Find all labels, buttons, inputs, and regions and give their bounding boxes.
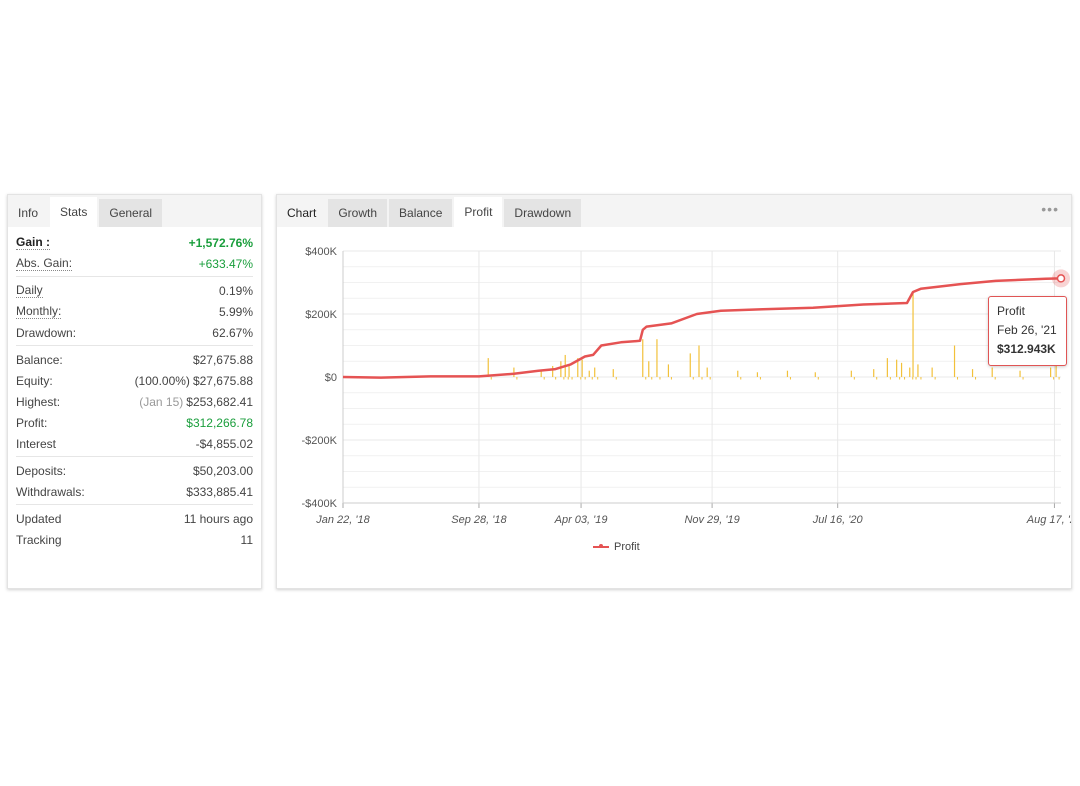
stat-value: -$4,855.02: [195, 436, 253, 451]
tab-general[interactable]: General: [99, 199, 163, 227]
stats-list: Gain : +1,572.76% Abs. Gain: +633.47% Daily 0…: [8, 227, 261, 552]
stats-group: Gain : +1,572.76% Abs. Gain: +633.47%: [16, 229, 253, 277]
stat-label: Profit:: [16, 415, 48, 430]
stat-row: Withdrawals: $333,885.41: [16, 481, 253, 502]
stat-row: Tracking 11: [16, 529, 253, 550]
stat-row: Highest: (Jan 15) $253,682.41: [16, 391, 253, 412]
stat-label: Balance:: [16, 352, 63, 367]
stats-group: Balance: $27,675.88 Equity: (100.00%) $27,67…: [16, 346, 253, 457]
stat-value: 11 hours ago: [183, 511, 253, 526]
stat-label: Deposits:: [16, 463, 67, 478]
chart-title-tab: Chart: [287, 206, 317, 220]
tab-drawdown[interactable]: Drawdown: [504, 199, 582, 227]
highlight-point: [1056, 274, 1066, 283]
stat-label: Daily: [16, 282, 43, 298]
y-tick-label: -$400K: [302, 498, 338, 510]
y-tick-label: $200K: [305, 309, 337, 321]
tab-stats[interactable]: Stats: [50, 197, 98, 227]
tab-profit[interactable]: Profit: [454, 197, 503, 227]
y-tick-label: $0: [325, 372, 337, 384]
stat-label: Highest:: [16, 394, 61, 409]
stat-row: Gain : +1,572.76%: [16, 232, 253, 253]
stat-value-wrap: +633.47%: [199, 257, 253, 271]
stat-value: +633.47%: [198, 256, 253, 271]
stat-value-wrap: $27,675.88: [193, 353, 253, 367]
more-dots-icon[interactable]: •••: [1041, 201, 1059, 217]
stat-value-wrap: 11 hours ago: [184, 512, 253, 526]
stat-value: $312,266.78: [186, 415, 253, 430]
x-tick-label: Nov 29, '19: [684, 514, 739, 526]
tab-balance[interactable]: Balance: [389, 199, 453, 227]
stat-value-wrap: (100.00%) $27,675.88: [135, 374, 253, 388]
stat-value: 11: [240, 532, 253, 547]
stat-row: Abs. Gain: +633.47%: [16, 253, 253, 274]
stat-value: +1,572.76%: [188, 235, 253, 250]
chart-tabbar: Chart Growth Balance Profit Drawdown •••: [277, 195, 1071, 227]
stat-value: $27,675.88: [192, 373, 253, 388]
stat-value: $333,885.41: [186, 484, 253, 499]
y-tick-label: $400K: [305, 246, 337, 258]
stat-row: Equity: (100.00%) $27,675.88: [16, 370, 253, 391]
stats-group: Updated 11 hours ago Tracking 11: [16, 505, 253, 552]
stat-value-wrap: $312,266.78: [186, 416, 253, 430]
stat-prefix: (Jan 15): [139, 394, 184, 409]
stats-panel: Info Stats General Gain : +1,572.76% Abs. …: [7, 194, 262, 589]
stat-row: Interest -$4,855.02: [16, 433, 253, 454]
chart-panel: Chart Growth Balance Profit Drawdown •••…: [276, 194, 1072, 589]
tooltip-value: $312.943K: [997, 342, 1056, 356]
stat-row: Monthly: 5.99%: [16, 301, 253, 322]
profit-chart: $400K $200K $0 -$200K -$400K Jan 22, '18 Sep 2…: [302, 246, 1071, 526]
stat-value-wrap: 62.67%: [212, 326, 253, 340]
stat-value: $253,682.41: [186, 394, 253, 409]
stat-label: Gain :: [16, 234, 51, 250]
legend-item-profit[interactable]: Profit: [593, 541, 640, 553]
x-tick-label: Aug 17, '21: [1026, 514, 1071, 526]
stat-value: 62.67%: [212, 325, 253, 340]
legend-swatch: [593, 544, 609, 548]
stats-tabbar: Info Stats General: [8, 195, 261, 227]
profit-series-line: [342, 277, 1062, 379]
stat-row: Updated 11 hours ago: [16, 508, 253, 529]
stat-label: Abs. Gain:: [16, 255, 73, 271]
stat-label: Tracking: [16, 532, 62, 547]
stat-value-wrap: +1,572.76%: [189, 236, 253, 250]
stat-row: Drawdown: 62.67%: [16, 322, 253, 343]
tooltip-date: Feb 26, '21: [997, 323, 1057, 337]
stat-row: Deposits: $50,203.00: [16, 460, 253, 481]
stat-label: Equity:: [16, 373, 53, 388]
stat-prefix: (100.00%): [134, 373, 190, 388]
legend-label: Profit: [614, 541, 640, 553]
stat-label: Updated: [16, 511, 62, 526]
stat-label: Withdrawals:: [16, 484, 85, 499]
x-tick-label: Apr 03, '19: [554, 514, 608, 526]
stat-value-wrap: 5.99%: [219, 305, 253, 319]
stat-label: Drawdown:: [16, 325, 77, 340]
x-tick-label: Jan 22, '18: [315, 514, 370, 526]
stat-row: Balance: $27,675.88: [16, 349, 253, 370]
tooltip-series: Profit: [997, 304, 1026, 318]
stats-group: Deposits: $50,203.00 Withdrawals: $333,885.…: [16, 457, 253, 505]
stat-row: Profit: $312,266.78: [16, 412, 253, 433]
stat-value-wrap: 0.19%: [219, 284, 253, 298]
chart-tooltip: Profit Feb 26, '21 $312.943K: [988, 296, 1067, 366]
stat-value-wrap: $333,885.41: [186, 485, 253, 499]
y-tick-label: -$200K: [302, 435, 338, 447]
stat-value: $50,203.00: [192, 463, 253, 478]
stats-group: Daily 0.19% Monthly: 5.99% Drawdown: 62.67%: [16, 277, 253, 346]
tab-info[interactable]: Info: [18, 206, 39, 220]
stat-value-wrap: $50,203.00: [193, 464, 253, 478]
stat-value-wrap: -$4,855.02: [196, 437, 253, 451]
stat-value-wrap: (Jan 15) $253,682.41: [139, 395, 253, 409]
x-tick-label: Jul 16, '20: [812, 514, 864, 526]
stat-value: 0.19%: [218, 283, 253, 298]
stat-row: Daily 0.19%: [16, 280, 253, 301]
tab-growth[interactable]: Growth: [328, 199, 388, 227]
stat-label: Interest: [16, 436, 57, 451]
stat-value: 5.99%: [218, 304, 253, 319]
stat-value: $27,675.88: [192, 352, 253, 367]
stat-label: Monthly:: [16, 303, 62, 319]
stat-value-wrap: 11: [241, 533, 253, 547]
x-tick-label: Sep 28, '18: [451, 514, 507, 526]
